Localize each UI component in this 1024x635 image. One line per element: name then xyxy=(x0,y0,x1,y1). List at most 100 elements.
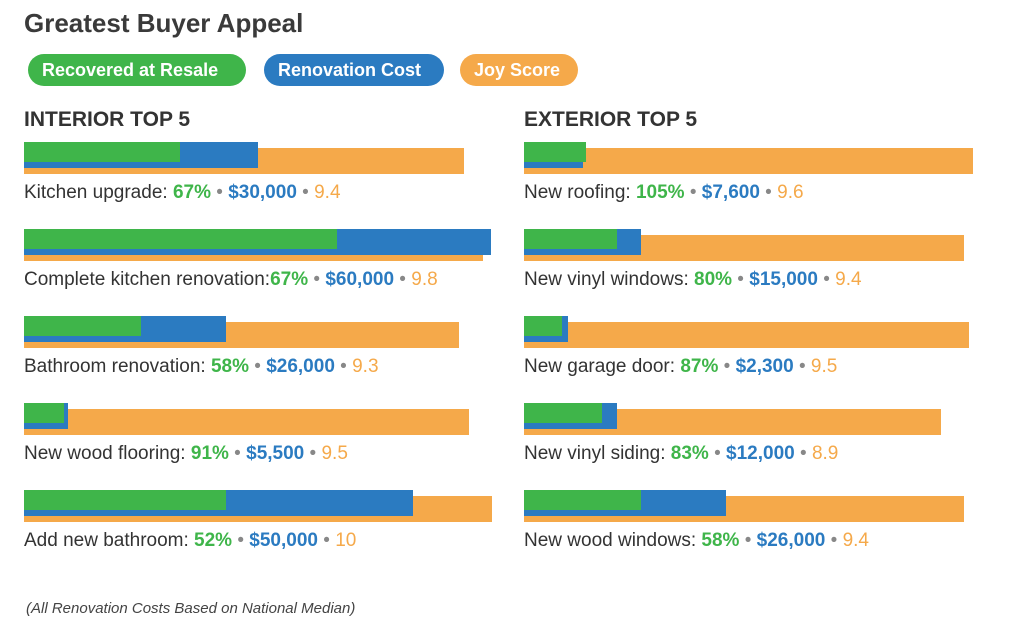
item-label: New roofing: xyxy=(524,182,636,203)
recovered-at-resale-bar xyxy=(524,403,602,423)
item-cost-value: $26,000 xyxy=(266,356,335,377)
item-joy-value: 9.4 xyxy=(314,182,341,203)
item-label: Add new bathroom: xyxy=(24,530,195,551)
footnote: (All Renovation Costs Based on National … xyxy=(26,600,356,617)
item-cost-value: $2,300 xyxy=(735,356,794,377)
exterior-item: New roofing: 105% • $7,600 • 9.6 xyxy=(524,142,994,228)
item-resale-value: 67% xyxy=(172,182,211,203)
separator-dot: • xyxy=(794,443,812,464)
separator-dot: • xyxy=(732,269,750,290)
item-cost-value: $26,000 xyxy=(756,530,826,551)
interior-item: Bathroom renovation: 58% • $26,000 • 9.3 xyxy=(24,316,494,402)
separator-dot: • xyxy=(793,356,811,377)
legend-joy-score: Joy Score xyxy=(460,54,578,86)
separator-dot: • xyxy=(739,530,757,551)
item-resale-value: 58% xyxy=(210,356,249,377)
item-resale-value: 83% xyxy=(670,443,709,464)
joy-score-bar xyxy=(524,322,969,348)
item-label: New wood flooring: xyxy=(24,443,191,464)
joy-score-bar xyxy=(524,148,974,174)
item-joy-value: 9.5 xyxy=(810,356,838,377)
exterior-item-caption: New wood windows: 58% • $26,000 • 9.4 xyxy=(524,530,869,552)
item-cost-value: $50,000 xyxy=(249,530,318,551)
exterior-item-bars xyxy=(524,490,994,524)
item-joy-value: 9.6 xyxy=(777,182,804,203)
item-label: New vinyl siding: xyxy=(524,443,671,464)
item-joy-value: 9.5 xyxy=(321,443,348,464)
exterior-item-bars xyxy=(524,229,994,263)
exterior-item-caption: New vinyl windows: 80% • $15,000 • 9.4 xyxy=(524,269,862,291)
item-joy-value: 10 xyxy=(335,530,357,551)
separator-dot: • xyxy=(825,530,843,551)
interior-item-bars xyxy=(24,403,494,437)
item-resale-value: 58% xyxy=(701,530,740,551)
item-cost-value: $5,500 xyxy=(246,443,305,464)
item-resale-value: 87% xyxy=(680,356,719,377)
separator-dot: • xyxy=(232,530,250,551)
exterior-item: New garage door: 87% • $2,300 • 9.5 xyxy=(524,316,994,402)
recovered-at-resale-bar xyxy=(524,142,587,162)
exterior-item-bars xyxy=(524,316,994,350)
interior-item: Kitchen upgrade: 67% • $30,000 • 9.4 xyxy=(24,142,494,228)
exterior-item-caption: New roofing: 105% • $7,600 • 9.6 xyxy=(524,182,804,204)
recovered-at-resale-bar xyxy=(24,403,65,423)
recovered-at-resale-bar xyxy=(524,490,642,510)
item-resale-value: 91% xyxy=(190,443,229,464)
item-label: New vinyl windows: xyxy=(524,269,694,290)
chart-title: Greatest Buyer Appeal xyxy=(24,8,304,38)
joy-score-bar xyxy=(24,409,469,435)
separator-dot: • xyxy=(394,269,412,290)
item-cost-value: $7,600 xyxy=(701,182,760,203)
recovered-at-resale-bar xyxy=(24,316,142,336)
legend-recovered-at-resale: Recovered at Resale xyxy=(28,54,246,86)
item-resale-value: 52% xyxy=(194,530,233,551)
exterior-item: New vinyl siding: 83% • $12,000 • 8.9 xyxy=(524,403,994,489)
item-joy-value: 9.3 xyxy=(352,356,379,377)
interior-item: Complete kitchen renovation:67% • $60,00… xyxy=(24,229,494,315)
item-cost-value: $12,000 xyxy=(726,443,795,464)
recovered-at-resale-bar xyxy=(24,229,337,249)
interior-item-bars xyxy=(24,490,494,524)
item-label: New garage door: xyxy=(524,356,681,377)
legend-renovation-cost: Renovation Cost xyxy=(264,54,444,86)
interior-item-caption: Add new bathroom: 52% • $50,000 • 10 xyxy=(24,530,356,552)
interior-item-bars xyxy=(24,316,494,350)
interior-item-caption: Bathroom renovation: 58% • $26,000 • 9.3 xyxy=(24,356,379,378)
separator-dot: • xyxy=(759,182,778,203)
exterior-item-caption: New vinyl siding: 83% • $12,000 • 8.9 xyxy=(524,443,838,465)
item-joy-value: 9.8 xyxy=(411,269,438,290)
separator-dot: • xyxy=(210,182,229,203)
exterior-item: New vinyl windows: 80% • $15,000 • 9.4 xyxy=(524,229,994,315)
recovered-at-resale-bar xyxy=(524,229,618,249)
separator-dot: • xyxy=(304,443,322,464)
interior-item: Add new bathroom: 52% • $50,000 • 10 xyxy=(24,490,494,576)
separator-dot: • xyxy=(248,356,267,377)
separator-dot: • xyxy=(228,443,247,464)
separator-dot: • xyxy=(296,182,315,203)
item-label: New wood windows: xyxy=(524,530,702,551)
item-resale-value: 80% xyxy=(694,269,733,290)
item-cost-value: $60,000 xyxy=(325,269,395,290)
item-label: Complete kitchen renovation: xyxy=(24,269,271,290)
interior-item-bars xyxy=(24,142,494,176)
separator-dot: • xyxy=(708,443,727,464)
item-cost-value: $15,000 xyxy=(749,269,818,290)
interior-item-bars xyxy=(24,229,494,263)
item-label: Kitchen upgrade: xyxy=(24,182,173,203)
recovered-at-resale-bar xyxy=(24,142,181,162)
separator-dot: • xyxy=(308,269,326,290)
separator-dot: • xyxy=(817,269,836,290)
recovered-at-resale-bar xyxy=(524,316,563,336)
separator-dot: • xyxy=(334,356,353,377)
item-joy-value: 9.4 xyxy=(842,530,869,551)
interior-item: New wood flooring: 91% • $5,500 • 9.5 xyxy=(24,403,494,489)
recovered-at-resale-bar xyxy=(24,490,227,510)
interior-panel: INTERIOR TOP 5 Kitchen upgrade: 67% • $3… xyxy=(24,108,494,551)
exterior-panel-title: EXTERIOR TOP 5 xyxy=(524,108,698,131)
item-joy-value: 9.4 xyxy=(835,269,862,290)
exterior-item-bars xyxy=(524,142,994,176)
exterior-item-caption: New garage door: 87% • $2,300 • 9.5 xyxy=(524,356,837,378)
interior-item-caption: Complete kitchen renovation:67% • $60,00… xyxy=(24,269,438,291)
separator-dot: • xyxy=(718,356,736,377)
exterior-item: New wood windows: 58% • $26,000 • 9.4 xyxy=(524,490,994,576)
